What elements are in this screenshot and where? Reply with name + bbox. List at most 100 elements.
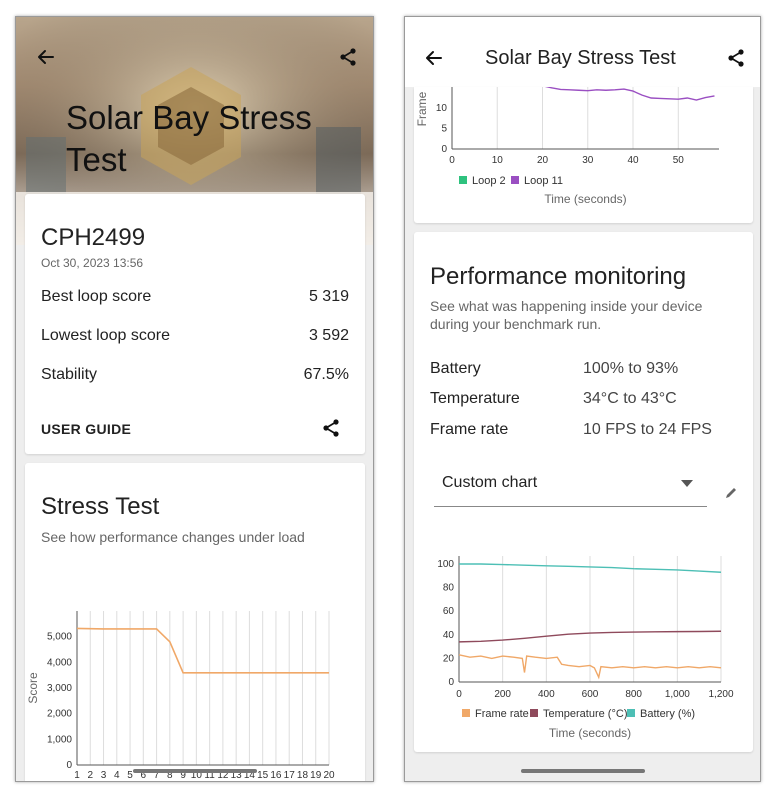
home-indicator[interactable] (520, 769, 645, 773)
legend-label: Temperature (°C) (543, 708, 627, 720)
y-tick-label: 5 (441, 124, 447, 135)
performance-monitoring-card: Performance monitoring See what was happ… (414, 232, 753, 752)
y-axis-title: Score (26, 672, 40, 704)
home-indicator[interactable] (132, 769, 257, 773)
app-bar: Solar Bay Stress Test (405, 17, 760, 87)
frame-rate-loops-card: 0 10 20 30 40 50 0 5 10 Frame Loop 2 Loop 11 Time (s… (414, 87, 753, 223)
y-tick-label: 10 (436, 103, 448, 114)
legend-swatch (462, 709, 470, 717)
x-tick-label: 30 (582, 155, 594, 166)
x-tick-label: 3 (101, 770, 107, 781)
x-tick-label: 0 (456, 689, 462, 700)
y-tick-label: 40 (443, 630, 455, 641)
x-axis-title: Time (seconds) (549, 726, 631, 740)
x-tick-label: 19 (310, 770, 322, 781)
battery-value: 100% to 93% (583, 360, 679, 377)
y-tick-label: 0 (441, 144, 447, 155)
x-tick-label: 9 (180, 770, 186, 781)
x-tick-label: 8 (167, 770, 173, 781)
series-line (458, 630, 722, 643)
page-title: Solar Bay Stress Test (66, 99, 312, 178)
x-tick-label: 14 (244, 770, 256, 781)
chevron-down-icon (681, 480, 693, 487)
back-button[interactable] (420, 44, 448, 72)
y-tick-label: 0 (448, 677, 454, 688)
x-tick-label: 15 (257, 770, 269, 781)
x-tick-label: 1,200 (708, 689, 733, 700)
loop-11-series-line (544, 87, 715, 101)
x-tick-label: 12 (217, 770, 229, 781)
custom-chart-dropdown[interactable]: Custom chart (434, 468, 707, 507)
x-tick-label: 10 (492, 155, 504, 166)
frame-rate-label: Frame rate (430, 421, 509, 438)
battery-label: Battery (430, 360, 481, 377)
performance-chart: 0 200 400 600 800 1,000 1,200 0 20 40 60 80 100 Frame… (437, 556, 734, 740)
share-icon (323, 419, 339, 437)
x-tick-label: 20 (323, 770, 335, 781)
share-icon (340, 48, 356, 66)
stress-test-card: Stress Test See how performance changes … (25, 463, 365, 781)
left-phone-screen: Solar Bay Stress Test CPH2499 Oct 30, 20… (15, 16, 374, 782)
legend-swatch (511, 176, 519, 184)
x-tick-label: 6 (141, 770, 147, 781)
y-tick-label: 2,000 (47, 709, 72, 720)
loop-frame-rate-chart: 0 10 20 30 40 50 0 5 10 Frame Loop 2 Loop 11 Time (s… (415, 87, 719, 206)
x-tick-label: 2 (87, 770, 93, 781)
performance-subtitle: See what was happening inside your devic… (430, 298, 703, 332)
app-bar-title: Solar Bay Stress Test (485, 47, 676, 69)
share-icon (728, 49, 744, 67)
stress-test-subtitle: See how performance changes under load (41, 529, 305, 545)
result-date: Oct 30, 2023 13:56 (41, 256, 144, 270)
temperature-label: Temperature (430, 390, 520, 407)
x-tick-label: 17 (284, 770, 296, 781)
back-button[interactable] (32, 43, 60, 71)
score-series-line (76, 627, 329, 674)
x-tick-label: 11 (204, 770, 215, 781)
legend-swatch (530, 709, 538, 717)
x-tick-label: 4 (114, 770, 120, 781)
best-loop-label: Best loop score (41, 288, 152, 305)
edit-chart-button[interactable] (720, 482, 742, 504)
x-tick-label: 7 (154, 770, 160, 781)
x-tick-label: 5 (127, 770, 133, 781)
series-line (458, 654, 722, 680)
x-tick-label: 1,000 (665, 689, 690, 700)
x-tick-label: 18 (297, 770, 309, 781)
y-tick-label: 20 (443, 653, 455, 664)
lowest-loop-label: Lowest loop score (41, 327, 170, 344)
back-arrow-icon (38, 50, 54, 64)
x-tick-label: 50 (673, 155, 685, 166)
legend-label: Frame rate (475, 708, 529, 720)
frame-rate-value: 10 FPS to 24 FPS (583, 421, 712, 438)
x-tick-label: 20 (537, 155, 549, 166)
best-loop-value: 5 319 (308, 288, 349, 305)
y-tick-label: 0 (66, 760, 72, 771)
share-button[interactable] (334, 43, 362, 71)
y-axis-title: Frame (415, 91, 429, 126)
x-tick-label: 10 (191, 770, 203, 781)
x-tick-label: 200 (494, 689, 511, 700)
y-tick-label: 4,000 (47, 657, 72, 668)
x-tick-label: 13 (231, 770, 243, 781)
y-tick-label: 60 (443, 606, 455, 617)
dropdown-selected-value: Custom chart (442, 474, 538, 491)
legend-label: Battery (%) (640, 708, 695, 720)
legend-swatch (627, 709, 635, 717)
y-tick-label: 80 (443, 583, 455, 594)
share-result-button[interactable] (317, 414, 345, 442)
share-button[interactable] (722, 44, 750, 72)
result-card: CPH2499 Oct 30, 2023 13:56 Best loop sco… (25, 194, 365, 454)
x-tick-label: 1 (74, 770, 80, 781)
stability-value: 67.5% (303, 366, 349, 383)
x-tick-label: 16 (270, 770, 282, 781)
legend-label: Loop 11 (524, 175, 563, 187)
y-tick-label: 5,000 (47, 632, 72, 643)
series-line (459, 563, 722, 573)
x-tick-label: 800 (625, 689, 642, 700)
x-tick-label: 0 (449, 155, 455, 166)
device-name: CPH2499 (41, 224, 146, 251)
y-tick-label: 100 (437, 559, 454, 570)
x-tick-label: 400 (538, 689, 555, 700)
user-guide-button[interactable]: USER GUIDE (41, 421, 132, 437)
right-phone-screen: Solar Bay Stress Test 0 10 20 30 40 50 0 5 10 Fra… (404, 16, 761, 782)
